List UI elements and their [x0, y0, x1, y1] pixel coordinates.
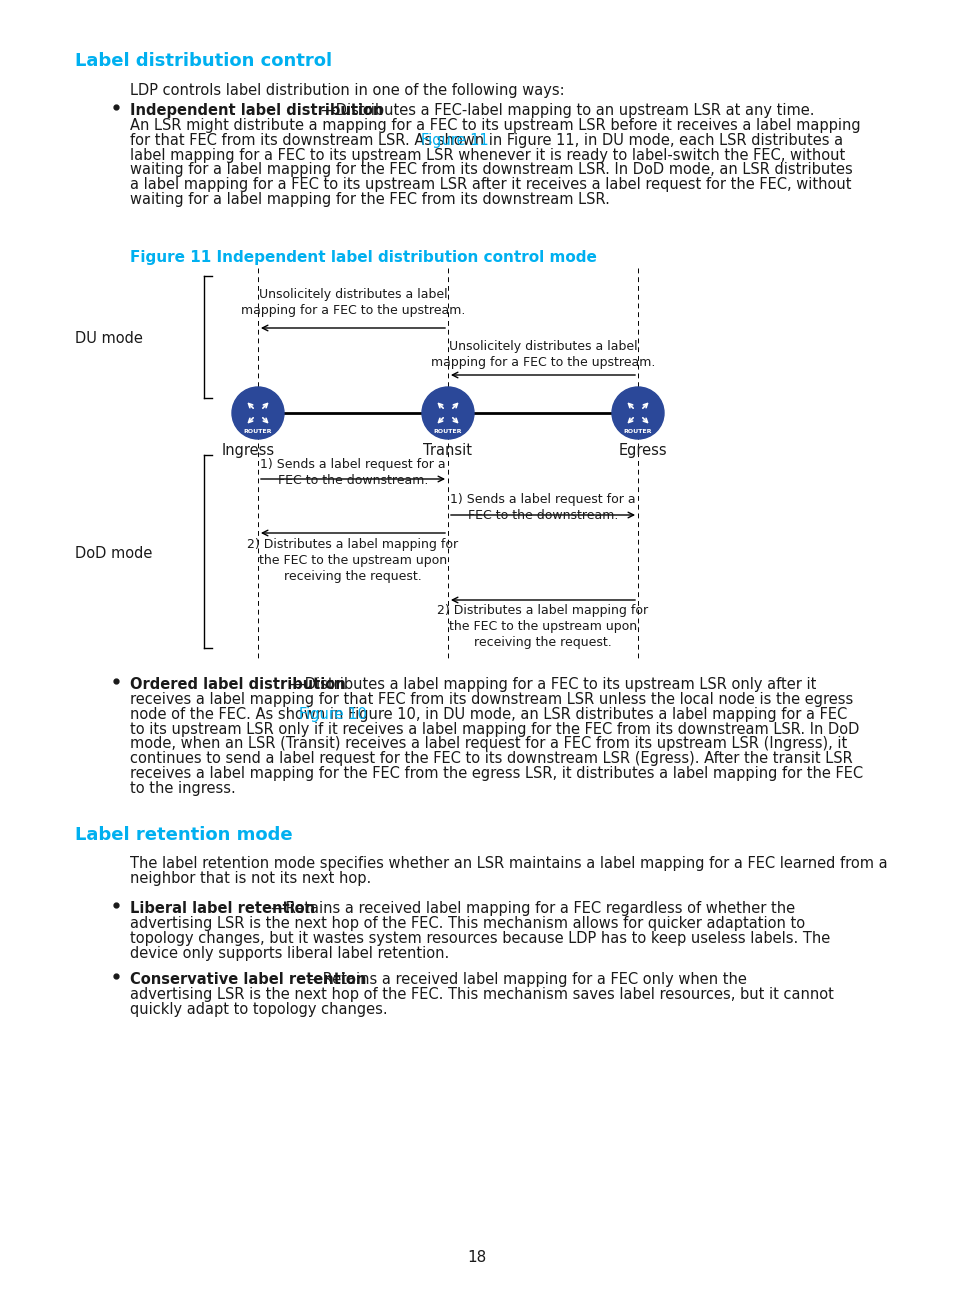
Text: Liberal label retention: Liberal label retention — [130, 901, 314, 916]
Text: ROUTER: ROUTER — [434, 429, 462, 434]
Text: Conservative label retention: Conservative label retention — [130, 972, 366, 988]
Text: Figure 11: Figure 11 — [421, 132, 489, 148]
Text: to its upstream LSR only if it receives a label mapping for the FEC from its dow: to its upstream LSR only if it receives … — [130, 722, 859, 736]
Text: receives a label mapping for the FEC from the egress LSR, it distributes a label: receives a label mapping for the FEC fro… — [130, 766, 862, 781]
Text: ROUTER: ROUTER — [244, 429, 272, 434]
Text: Egress: Egress — [618, 443, 666, 457]
Text: Figure 10: Figure 10 — [298, 706, 367, 722]
Text: mode, when an LSR (Transit) receives a label request for a FEC from its upstream: mode, when an LSR (Transit) receives a l… — [130, 736, 846, 752]
Text: advertising LSR is the next hop of the FEC. This mechanism saves label resources: advertising LSR is the next hop of the F… — [130, 988, 833, 1002]
Text: waiting for a label mapping for the FEC from its downstream LSR. In DoD mode, an: waiting for a label mapping for the FEC … — [130, 162, 852, 178]
Text: to the ingress.: to the ingress. — [130, 780, 235, 796]
Text: 18: 18 — [467, 1251, 486, 1265]
Text: receives a label mapping for that FEC from its downstream LSR unless the local n: receives a label mapping for that FEC fr… — [130, 692, 852, 708]
Text: quickly adapt to topology changes.: quickly adapt to topology changes. — [130, 1002, 387, 1017]
Text: Unsolicitely distributes a label
mapping for a FEC to the upstream.: Unsolicitely distributes a label mapping… — [240, 288, 465, 318]
Text: label mapping for a FEC to its upstream LSR whenever it is ready to label-switch: label mapping for a FEC to its upstream … — [130, 148, 844, 162]
Text: Transit: Transit — [423, 443, 472, 457]
Text: topology changes, but it wastes system resources because LDP has to keep useless: topology changes, but it wastes system r… — [130, 931, 829, 946]
Text: advertising LSR is the next hop of the FEC. This mechanism allows for quicker ad: advertising LSR is the next hop of the F… — [130, 916, 804, 931]
Text: 2) Distributes a label mapping for
the FEC to the upstream upon
receiving the re: 2) Distributes a label mapping for the F… — [247, 538, 458, 583]
Text: device only supports liberal label retention.: device only supports liberal label reten… — [130, 946, 449, 960]
Text: An LSR might distribute a mapping for a FEC to its upstream LSR before it receiv: An LSR might distribute a mapping for a … — [130, 118, 860, 133]
Text: Ingress: Ingress — [221, 443, 274, 457]
Text: Ordered label distribution: Ordered label distribution — [130, 677, 345, 692]
Text: node of the FEC. As shown in Figure 10, in DU mode, an LSR distributes a label m: node of the FEC. As shown in Figure 10, … — [130, 706, 846, 722]
Text: a label mapping for a FEC to its upstream LSR after it receives a label request : a label mapping for a FEC to its upstrea… — [130, 178, 851, 192]
Text: ROUTER: ROUTER — [623, 429, 652, 434]
Text: Label retention mode: Label retention mode — [75, 826, 293, 844]
Text: DU mode: DU mode — [75, 330, 143, 346]
Text: 2) Distributes a label mapping for
the FEC to the upstream upon
receiving the re: 2) Distributes a label mapping for the F… — [437, 604, 648, 649]
Text: Label distribution control: Label distribution control — [75, 52, 332, 70]
Text: DoD mode: DoD mode — [75, 546, 152, 560]
Text: —Retains a received label mapping for a FEC regardless of whether the: —Retains a received label mapping for a … — [272, 901, 795, 916]
Text: for that FEC from its downstream LSR. As shown in Figure 11, in DU mode, each LS: for that FEC from its downstream LSR. As… — [130, 132, 842, 148]
Circle shape — [421, 388, 474, 439]
Text: 1) Sends a label request for a
FEC to the downstream.: 1) Sends a label request for a FEC to th… — [450, 492, 635, 522]
Text: continues to send a label request for the FEC to its downstream LSR (Egress). Af: continues to send a label request for th… — [130, 752, 852, 766]
Text: The label retention mode specifies whether an LSR maintains a label mapping for : The label retention mode specifies wheth… — [130, 855, 886, 871]
Circle shape — [232, 388, 284, 439]
Text: waiting for a label mapping for the FEC from its downstream LSR.: waiting for a label mapping for the FEC … — [130, 192, 609, 207]
Text: Figure 11 Independent label distribution control mode: Figure 11 Independent label distribution… — [130, 250, 597, 264]
Text: LDP controls label distribution in one of the following ways:: LDP controls label distribution in one o… — [130, 83, 564, 98]
Circle shape — [612, 388, 663, 439]
Text: Independent label distribution: Independent label distribution — [130, 102, 383, 118]
Text: Unsolicitely distributes a label
mapping for a FEC to the upstream.: Unsolicitely distributes a label mapping… — [431, 340, 655, 369]
Text: neighbor that is not its next hop.: neighbor that is not its next hop. — [130, 871, 371, 885]
Text: —Distributes a FEC-label mapping to an upstream LSR at any time.: —Distributes a FEC-label mapping to an u… — [320, 102, 813, 118]
Text: —Retains a received label mapping for a FEC only when the: —Retains a received label mapping for a … — [308, 972, 746, 988]
Text: —Distributes a label mapping for a FEC to its upstream LSR only after it: —Distributes a label mapping for a FEC t… — [290, 677, 816, 692]
Text: 1) Sends a label request for a
FEC to the downstream.: 1) Sends a label request for a FEC to th… — [260, 457, 445, 487]
